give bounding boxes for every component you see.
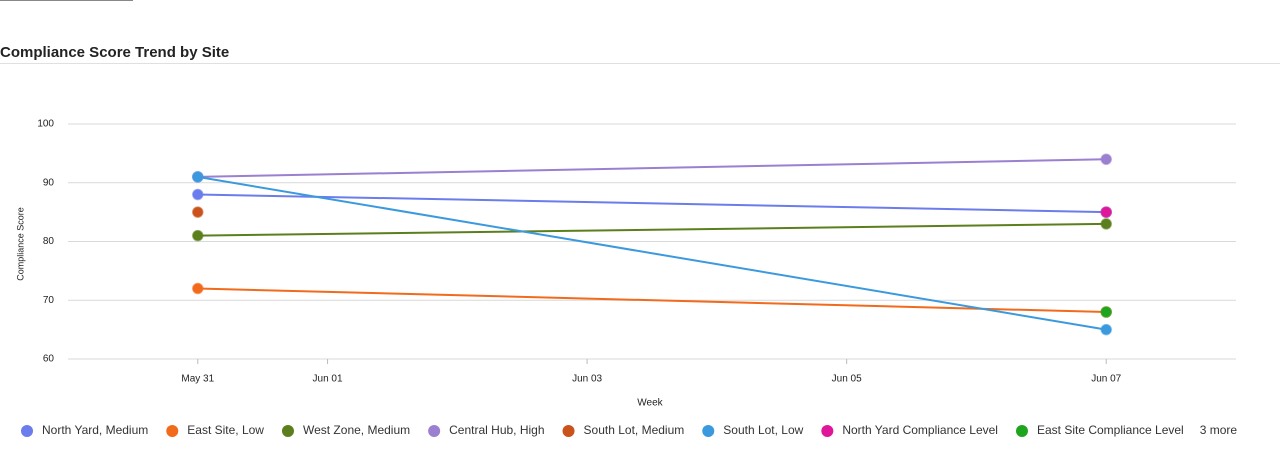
data-point xyxy=(1100,323,1112,336)
legend-more[interactable]: 3 more xyxy=(1200,423,1238,437)
data-point xyxy=(1100,153,1112,165)
data-point xyxy=(1100,306,1112,318)
y-axis-title: Compliance Score xyxy=(15,207,25,281)
legend-label: West Zone, Medium xyxy=(303,423,410,437)
legend-swatch xyxy=(702,425,715,437)
y-tick-label: 90 xyxy=(43,177,55,188)
x-tick-label: Jun 05 xyxy=(832,374,862,385)
series-line xyxy=(197,158,1107,178)
legend-label: North Yard Compliance Level xyxy=(842,423,998,437)
legend-label: South Lot, Low xyxy=(723,423,803,437)
legend-label: Central Hub, High xyxy=(449,423,544,437)
legend-label: North Yard, Medium xyxy=(42,423,148,437)
series-line xyxy=(197,193,1107,214)
legend-swatch xyxy=(428,425,441,437)
legend-swatch xyxy=(21,425,33,437)
y-tick-label: 80 xyxy=(43,236,55,247)
legend-swatch xyxy=(166,425,179,437)
data-point xyxy=(1100,218,1112,230)
x-tick-label: Jun 01 xyxy=(313,374,343,385)
series-line xyxy=(197,222,1107,237)
chart-title: Compliance Score Trend by Site xyxy=(0,44,229,61)
legend-label: East Site Compliance Level xyxy=(1037,423,1184,437)
data-point xyxy=(192,282,204,295)
data-point xyxy=(1100,206,1112,218)
y-tick-label: 60 xyxy=(43,354,55,365)
y-tick-label: 70 xyxy=(43,295,55,306)
legend-swatch xyxy=(821,425,834,437)
x-tick-label: Jun 03 xyxy=(572,374,602,385)
data-point xyxy=(192,229,204,242)
series-line xyxy=(197,287,1107,313)
legend-swatch xyxy=(1015,425,1028,437)
data-point xyxy=(192,171,204,183)
legend-swatch xyxy=(562,425,575,437)
x-tick-label: May 31 xyxy=(181,374,214,385)
legend-label: East Site, Low xyxy=(187,423,264,437)
series-line xyxy=(197,175,1107,331)
data-point xyxy=(192,206,204,218)
y-tick-label: 100 xyxy=(37,119,54,130)
x-tick-label: Jun 07 xyxy=(1091,374,1121,385)
data-point xyxy=(192,188,204,201)
x-axis-title: Week xyxy=(637,398,663,409)
legend-swatch xyxy=(281,425,294,437)
legend-label: South Lot, Medium xyxy=(584,423,685,437)
